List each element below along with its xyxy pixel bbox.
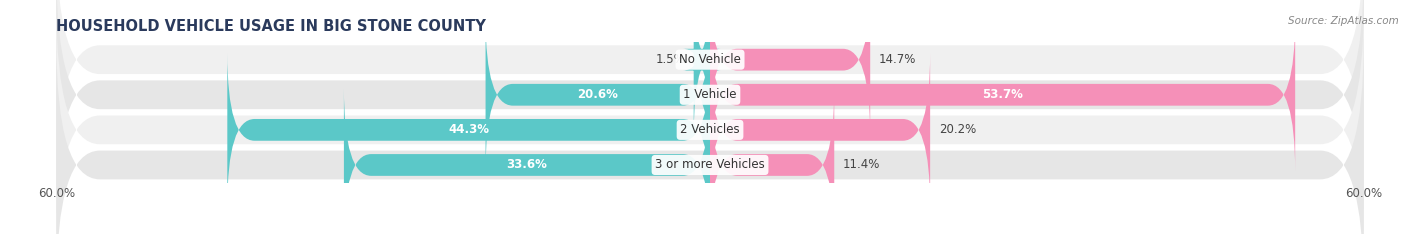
- Text: HOUSEHOLD VEHICLE USAGE IN BIG STONE COUNTY: HOUSEHOLD VEHICLE USAGE IN BIG STONE COU…: [56, 19, 486, 34]
- Text: 14.7%: 14.7%: [879, 53, 917, 66]
- Text: Source: ZipAtlas.com: Source: ZipAtlas.com: [1288, 16, 1399, 26]
- FancyBboxPatch shape: [683, 0, 721, 136]
- FancyBboxPatch shape: [56, 0, 1364, 186]
- Legend: Owner-occupied, Renter-occupied: Owner-occupied, Renter-occupied: [579, 231, 841, 234]
- FancyBboxPatch shape: [710, 18, 1295, 172]
- FancyBboxPatch shape: [710, 53, 931, 207]
- Text: 20.6%: 20.6%: [578, 88, 619, 101]
- FancyBboxPatch shape: [228, 53, 710, 207]
- Text: No Vehicle: No Vehicle: [679, 53, 741, 66]
- Text: 20.2%: 20.2%: [939, 123, 976, 136]
- Text: 2 Vehicles: 2 Vehicles: [681, 123, 740, 136]
- Text: 3 or more Vehicles: 3 or more Vehicles: [655, 158, 765, 172]
- Text: 1.5%: 1.5%: [655, 53, 685, 66]
- FancyBboxPatch shape: [344, 88, 710, 234]
- Text: 53.7%: 53.7%: [983, 88, 1024, 101]
- FancyBboxPatch shape: [710, 0, 870, 136]
- Text: 44.3%: 44.3%: [449, 123, 489, 136]
- Text: 33.6%: 33.6%: [506, 158, 547, 172]
- FancyBboxPatch shape: [56, 0, 1364, 221]
- Text: 11.4%: 11.4%: [844, 158, 880, 172]
- FancyBboxPatch shape: [485, 18, 710, 172]
- FancyBboxPatch shape: [56, 4, 1364, 234]
- FancyBboxPatch shape: [56, 39, 1364, 234]
- FancyBboxPatch shape: [710, 88, 834, 234]
- Text: 1 Vehicle: 1 Vehicle: [683, 88, 737, 101]
